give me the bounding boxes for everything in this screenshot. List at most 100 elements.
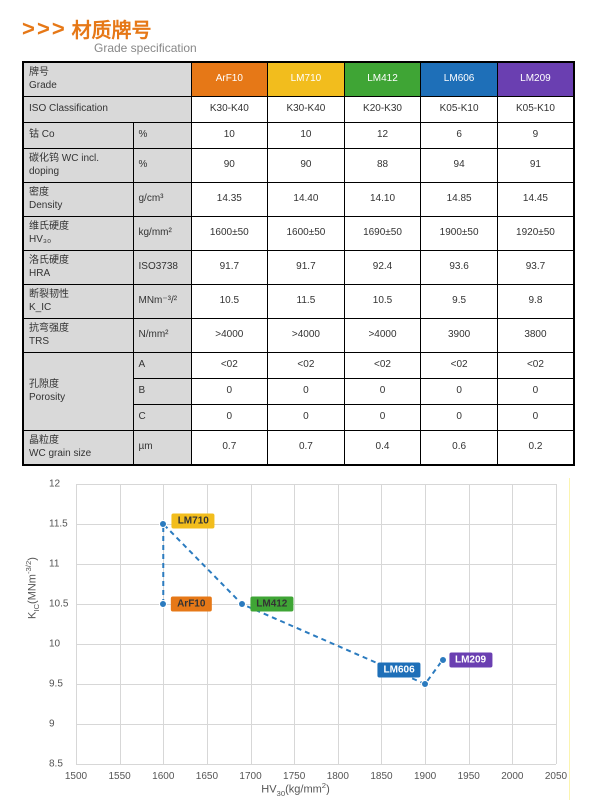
chart-point [421, 680, 429, 688]
table-cell: 0 [421, 405, 498, 431]
y-tick-label: 9.5 [49, 679, 63, 690]
chart-callout: LM412 [250, 597, 293, 612]
chart-point [439, 656, 447, 664]
table-cell: 0 [191, 379, 268, 405]
chart-callout: LM710 [172, 514, 215, 529]
table-cell: K05-K10 [421, 97, 498, 123]
y-axis-title: KIC(MNm-3/2) [24, 557, 41, 619]
y-tick-label: 11 [49, 559, 59, 570]
grade-head-0: ArF10 [191, 62, 268, 97]
table-cell: 1920±50 [497, 217, 574, 251]
table-cell: 6 [421, 123, 498, 149]
unit-cell: A [133, 353, 191, 379]
table-cell: 0 [268, 405, 345, 431]
row-label: 晶粒度 WC grain size [23, 431, 133, 466]
table-cell: 93.7 [497, 251, 574, 285]
table-cell: 91.7 [191, 251, 268, 285]
y-tick-label: 8.5 [49, 759, 63, 770]
unit-cell: C [133, 405, 191, 431]
title-cn: 材质牌号 [72, 14, 152, 43]
chart-callout: LM606 [378, 663, 421, 678]
unit-cell: ISO3738 [133, 251, 191, 285]
table-cell: 3900 [421, 319, 498, 353]
y-tick-label: 9 [49, 719, 55, 730]
unit-cell: µm [133, 431, 191, 466]
chevron-icon: > > > [22, 16, 63, 42]
grade-head-4: LM209 [497, 62, 574, 97]
y-tick-label: 12 [49, 479, 60, 490]
table-cell: 0 [421, 379, 498, 405]
table-cell: 0 [268, 379, 345, 405]
row-label: 钴 Co [23, 123, 133, 149]
row-label: 密度 Density [23, 183, 133, 217]
table-cell: 14.45 [497, 183, 574, 217]
table-cell: >4000 [344, 319, 421, 353]
table-cell: 10.5 [344, 285, 421, 319]
table-cell: 88 [344, 149, 421, 183]
unit-cell: MNm⁻³/² [133, 285, 191, 319]
table-cell: 0 [497, 405, 574, 431]
table-cell: 9.8 [497, 285, 574, 319]
y-tick-label: 10 [49, 639, 60, 650]
table-cell: K30-K40 [268, 97, 345, 123]
table-cell: 0.4 [344, 431, 421, 466]
title-en: Grade specification [94, 41, 575, 55]
x-tick-label: 1900 [414, 771, 436, 782]
x-tick-label: 1600 [152, 771, 174, 782]
table-cell: 10.5 [191, 285, 268, 319]
table-cell: 14.10 [344, 183, 421, 217]
table-cell: 11.5 [268, 285, 345, 319]
chart-point [159, 600, 167, 608]
x-tick-label: 1550 [109, 771, 131, 782]
row-label: 断裂韧性 K_IC [23, 285, 133, 319]
table-cell: >4000 [191, 319, 268, 353]
table-cell: K05-K10 [497, 97, 574, 123]
table-cell: K20-K30 [344, 97, 421, 123]
table-cell: 12 [344, 123, 421, 149]
x-tick-label: 1800 [327, 771, 349, 782]
x-axis-title: HV30(kg/mm2) [261, 781, 329, 798]
grade-head-1: LM710 [268, 62, 345, 97]
table-cell: 90 [191, 149, 268, 183]
table-cell: <02 [344, 353, 421, 379]
table-cell: 91 [497, 149, 574, 183]
table-cell: K30-K40 [191, 97, 268, 123]
table-cell: >4000 [268, 319, 345, 353]
grade-head-3: LM606 [421, 62, 498, 97]
row-label: 碳化钨 WC incl. doping [23, 149, 133, 183]
unit-cell: % [133, 149, 191, 183]
table-cell: 90 [268, 149, 345, 183]
table-cell: 10 [268, 123, 345, 149]
unit-cell: kg/mm² [133, 217, 191, 251]
table-cell: 14.35 [191, 183, 268, 217]
chart-point [159, 520, 167, 528]
unit-cell: N/mm² [133, 319, 191, 353]
table-cell: <02 [421, 353, 498, 379]
table-cell: 9 [497, 123, 574, 149]
row-label: 洛氏硬度 HRA [23, 251, 133, 285]
table-cell: 1600±50 [268, 217, 345, 251]
table-cell: 0 [344, 405, 421, 431]
table-cell: 92.4 [344, 251, 421, 285]
chart-callout: LM209 [449, 653, 492, 668]
y-tick-label: 11.5 [49, 519, 68, 530]
table-cell: 0.6 [421, 431, 498, 466]
unit-cell: g/cm³ [133, 183, 191, 217]
table-head-label: 牌号 Grade [23, 62, 191, 97]
chart-point [238, 600, 246, 608]
table-cell: 94 [421, 149, 498, 183]
x-tick-label: 1500 [65, 771, 87, 782]
table-cell: 0 [344, 379, 421, 405]
unit-cell: % [133, 123, 191, 149]
x-tick-label: 1750 [283, 771, 305, 782]
table-cell: 10 [191, 123, 268, 149]
x-tick-label: 1700 [239, 771, 261, 782]
x-tick-label: 2000 [501, 771, 523, 782]
scatter-chart: ArF10 LM710 LM412 LM606 LM209 KIC(MNm-3/2) H… [22, 478, 570, 800]
chart-callout: ArF10 [171, 597, 211, 612]
table-cell: 0.2 [497, 431, 574, 466]
table-cell: 91.7 [268, 251, 345, 285]
y-tick-label: 10.5 [49, 599, 68, 610]
row-label: 孔隙度 Porosity [23, 353, 133, 431]
x-tick-label: 1850 [370, 771, 392, 782]
